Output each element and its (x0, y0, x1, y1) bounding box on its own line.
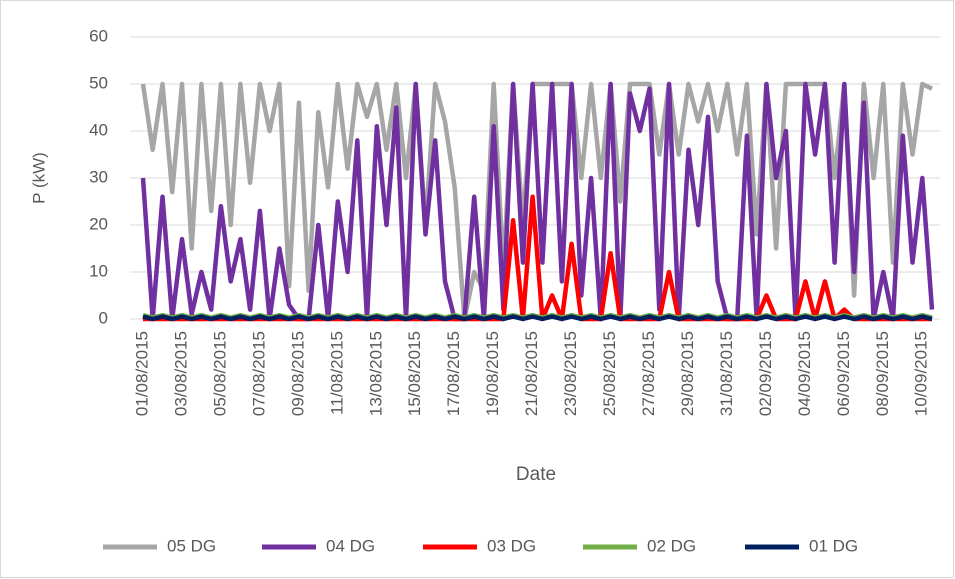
legend-label: 02 DG (647, 536, 696, 555)
legend-label: 03 DG (487, 536, 536, 555)
y-tick-label: 0 (99, 308, 108, 327)
y-tick-label: 20 (89, 214, 108, 233)
x-tick-label: 27/08/2015 (639, 331, 658, 416)
x-tick-label: 05/08/2015 (210, 331, 229, 416)
y-axis-title: P (kW) (29, 152, 48, 204)
x-tick-label: 15/08/2015 (405, 331, 424, 416)
x-tick-label: 03/08/2015 (171, 331, 190, 416)
x-tick-label: 19/08/2015 (483, 331, 502, 416)
y-tick-label: 30 (89, 167, 108, 186)
x-axis-title: Date (516, 464, 556, 485)
x-tick-label: 08/09/2015 (873, 331, 892, 416)
legend-label: 05 DG (167, 536, 216, 555)
y-tick-label: 10 (89, 261, 108, 280)
x-tick-label: 11/08/2015 (327, 331, 346, 415)
x-tick-label: 09/08/2015 (288, 331, 307, 416)
x-tick-label: 07/08/2015 (249, 331, 268, 416)
y-tick-label: 40 (89, 120, 108, 139)
x-tick-label: 06/09/2015 (834, 331, 853, 416)
x-tick-label: 04/09/2015 (795, 331, 814, 416)
x-tick-label: 13/08/2015 (366, 331, 385, 416)
y-tick-label: 50 (89, 73, 108, 92)
x-tick-label: 01/08/2015 (132, 331, 151, 416)
x-tick-label: 23/08/2015 (561, 331, 580, 416)
x-tick-label: 29/08/2015 (678, 331, 697, 416)
x-tick-label: 10/09/2015 (912, 331, 931, 416)
series-line (142, 314, 933, 322)
legend-label: 01 DG (809, 536, 858, 555)
legend-label: 04 DG (326, 536, 375, 555)
x-tick-label: 02/09/2015 (756, 331, 775, 416)
x-tick-label: 21/08/2015 (522, 331, 541, 416)
x-tick-label: 25/08/2015 (600, 331, 619, 416)
series-line (140, 81, 933, 322)
x-tick-label: 31/08/2015 (717, 331, 736, 416)
x-tick-label: 17/08/2015 (444, 331, 463, 416)
series-line (140, 81, 935, 322)
y-tick-label: 60 (89, 26, 108, 45)
